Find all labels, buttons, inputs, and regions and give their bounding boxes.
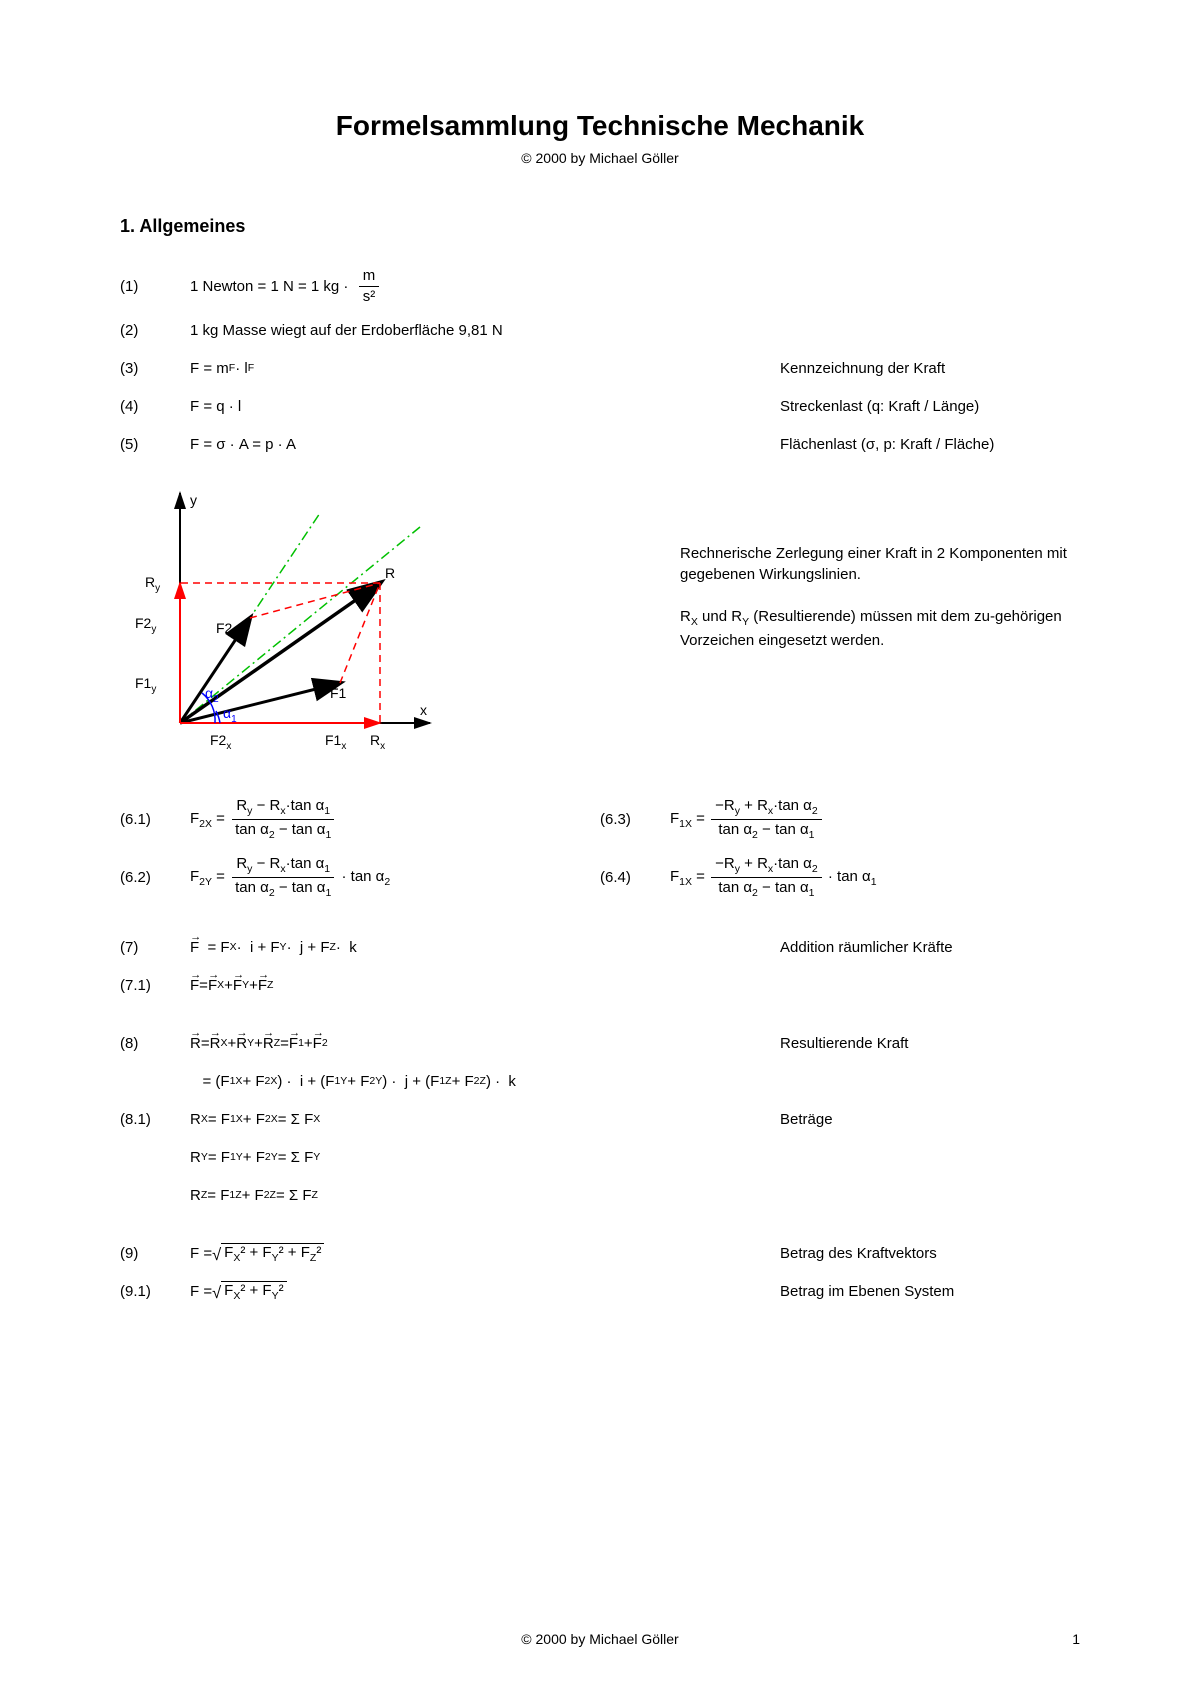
formula-9: (9) F = √FX² + FY² + FZ² Betrag des Kraf… — [120, 1239, 1080, 1267]
formula-2: (2) 1 kg Masse wiegt auf der Erdoberfläc… — [120, 316, 1080, 344]
formula-5-num: (5) — [120, 436, 190, 453]
formula-81-c: RZ = F1Z + F2Z = Σ FZ — [120, 1181, 1080, 1209]
formula-9-body: F = √FX² + FY² + FZ² — [190, 1243, 780, 1264]
diagram-text-1: Rechnerische Zerlegung einer Kraft in 2 … — [680, 543, 1080, 585]
formula-1: (1) 1 Newton = 1 N = 1 kg · m s² — [120, 267, 1080, 306]
formula-3-num: (3) — [120, 360, 190, 377]
formula-1-body: 1 Newton = 1 N = 1 kg · m s² — [190, 267, 1080, 306]
svg-text:F1y: F1y — [135, 675, 156, 695]
diagram-label-R: R — [385, 565, 395, 581]
formula-4: (4) F = q · l Streckenlast (q: Kraft / L… — [120, 392, 1080, 420]
svg-text:Rx: Rx — [370, 732, 385, 752]
formula-5-body: F = σ · A = p · A — [190, 436, 780, 453]
formula-61-body: F2X = Ry − Rx·tan α1 tan α2 − tan α1 — [190, 797, 337, 841]
svg-text:Ry: Ry — [145, 574, 160, 594]
diagram-label-F2: F2 — [216, 620, 233, 636]
formula-7: (7) F = FX · i + FY · j + FZ · k Additio… — [120, 933, 1080, 961]
diagram-text: Rechnerische Zerlegung einer Kraft in 2 … — [450, 483, 1080, 767]
formula-91-num: (9.1) — [120, 1283, 190, 1300]
page-title: Formelsammlung Technische Mechanik — [120, 110, 1080, 142]
formula-61-num: (6.1) — [120, 811, 190, 828]
diagram-text-2: RX und RY (Resultierende) müssen mit dem… — [680, 606, 1080, 651]
formula-8-body2: = (F1X + F2X) · i + (F1Y + F2Y) · j + (F… — [190, 1073, 1080, 1090]
formula-91: (9.1) F = √FX² + FY² Betrag im Ebenen Sy… — [120, 1277, 1080, 1305]
formula-8-body: R = RX + RY + RZ = F1 + F2 — [190, 1035, 780, 1052]
formula-71-body: F = FX + FY + FZ — [190, 977, 1080, 994]
formula-81-desc: Beträge — [780, 1111, 1080, 1128]
formula-7-desc: Addition räumlicher Kräfte — [780, 939, 1080, 956]
formula-81-num: (8.1) — [120, 1111, 190, 1128]
formula-9-num: (9) — [120, 1245, 190, 1262]
copyright-top: © 2000 by Michael Göller — [120, 150, 1080, 166]
svg-text:F1x: F1x — [325, 732, 346, 752]
formula-62-64: (6.2) F2Y = Ry − Rx·tan α1 tan α2 − tan … — [120, 855, 1080, 899]
formula-91-desc: Betrag im Ebenen System — [780, 1283, 1080, 1300]
formula-71-num: (7.1) — [120, 977, 190, 994]
formula-3-body: F = mF · lF — [190, 360, 780, 377]
formula-5-desc: Flächenlast (σ, p: Kraft / Fläche) — [780, 436, 1080, 453]
formula-3: (3) F = mF · lF Kennzeichnung der Kraft — [120, 354, 1080, 382]
diagram-section: y x R F2 — [120, 483, 1080, 767]
formula-64-body: F1X = −Ry + Rx·tan α2 tan α2 − tan α1 · … — [670, 855, 877, 899]
formula-81: (8.1) RX = F1X + F2X = Σ FX Beträge — [120, 1105, 1080, 1133]
force-diagram: y x R F2 — [120, 483, 450, 767]
formula-2-body: 1 kg Masse wiegt auf der Erdoberfläche 9… — [190, 322, 1080, 339]
formula-91-body: F = √FX² + FY² — [190, 1281, 780, 1302]
formula-2-num: (2) — [120, 322, 190, 339]
svg-text:F2y: F2y — [135, 615, 156, 635]
formula-4-num: (4) — [120, 398, 190, 415]
formula-4-body: F = q · l — [190, 398, 780, 415]
formula-9-desc: Betrag des Kraftvektors — [780, 1245, 1080, 1262]
formula-71: (7.1) F = FX + FY + FZ — [120, 971, 1080, 999]
formula-63-body: F1X = −Ry + Rx·tan α2 tan α2 − tan α1 — [670, 797, 824, 841]
formula-7-body: F = FX · i + FY · j + FZ · k — [190, 939, 780, 956]
formula-7-num: (7) — [120, 939, 190, 956]
formula-5: (5) F = σ · A = p · A Flächenlast (σ, p:… — [120, 430, 1080, 458]
formula-64-num: (6.4) — [600, 869, 670, 886]
formula-62-body: F2Y = Ry − Rx·tan α1 tan α2 − tan α1 · t… — [190, 855, 390, 899]
formula-8-num: (8) — [120, 1035, 190, 1052]
footer-copyright: © 2000 by Michael Göller — [0, 1631, 1200, 1647]
diagram-label-F1: F1 — [330, 685, 347, 701]
formula-1-num: (1) — [120, 278, 190, 295]
formula-8-desc: Resultierende Kraft — [780, 1035, 1080, 1052]
diagram-label-y: y — [190, 492, 197, 508]
formula-8-line2: = (F1X + F2X) · i + (F1Y + F2Y) · j + (F… — [120, 1067, 1080, 1095]
formula-81-b: RY = F1Y + F2Y = Σ FY — [120, 1143, 1080, 1171]
formula-3-desc: Kennzeichnung der Kraft — [780, 360, 1080, 377]
formula-62-num: (6.2) — [120, 869, 190, 886]
formula-81-body: RX = F1X + F2X = Σ FX — [190, 1111, 780, 1128]
page-number: 1 — [1072, 1631, 1080, 1647]
svg-text:F2x: F2x — [210, 732, 231, 752]
formula-4-desc: Streckenlast (q: Kraft / Länge) — [780, 398, 1080, 415]
formula-63-num: (6.3) — [600, 811, 670, 828]
section-heading-1: 1. Allgemeines — [120, 216, 1080, 237]
formula-61-63: (6.1) F2X = Ry − Rx·tan α1 tan α2 − tan … — [120, 797, 1080, 841]
formula-8: (8) R = RX + RY + RZ = F1 + F2 Resultier… — [120, 1029, 1080, 1057]
diagram-label-x: x — [420, 702, 427, 718]
